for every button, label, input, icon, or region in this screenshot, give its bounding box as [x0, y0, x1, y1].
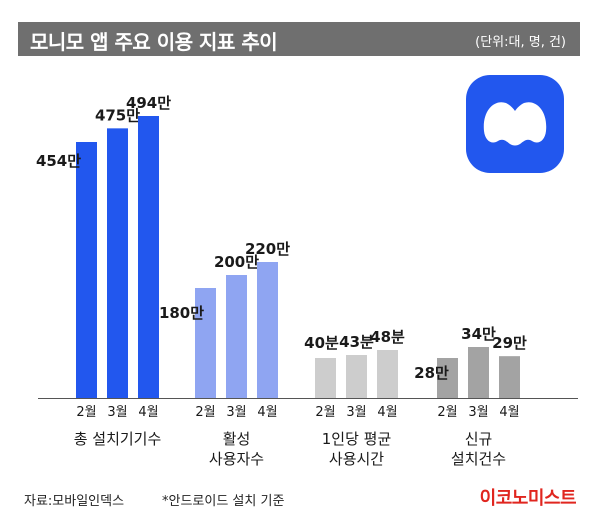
- publisher-logo: 이코노미스트: [479, 488, 577, 509]
- bar-3-2: [346, 355, 367, 398]
- x-tick-label-2-2: 3월: [226, 405, 246, 420]
- data-label-4-3: 29만: [492, 334, 527, 352]
- group-label-3-line-1: 1인당 평균: [322, 430, 392, 448]
- x-tick-label-4-3: 4월: [499, 405, 519, 420]
- monimo-mark-icon: [483, 102, 547, 146]
- data-label-4-1: 28만: [414, 364, 449, 382]
- android-note: *안드로이드 설치 기준: [162, 494, 285, 509]
- data-label-2-3: 220만: [245, 240, 290, 258]
- group-label-2-line-2: 사용자수: [209, 450, 264, 468]
- data-label-1-1: 454만: [36, 152, 81, 170]
- x-tick-label-3-2: 3월: [346, 405, 366, 420]
- bar-2-3: [257, 262, 278, 398]
- monimo-app-icon: [466, 75, 564, 173]
- group-label-3-line-2: 사용시간: [329, 450, 384, 468]
- x-tick-label-2-3: 4월: [257, 405, 277, 420]
- group-label-1-line-1: 총 설치기기수: [74, 430, 162, 448]
- bar-1-1: [76, 142, 97, 398]
- data-label-1-2: 475만: [95, 106, 140, 124]
- bar-2-2: [226, 275, 247, 398]
- bar-3-1: [315, 358, 336, 398]
- x-tick-label-1-1: 2월: [76, 405, 96, 420]
- group-label-4-line-2: 설치건수: [451, 450, 506, 468]
- data-label-3-2: 43분: [339, 333, 374, 351]
- data-label-4-2: 34만: [461, 325, 496, 343]
- chart-title-bar: 모니모 앱 주요 이용 지표 추이 (단위:대, 명, 건): [18, 22, 580, 56]
- x-tick-label-4-2: 3월: [468, 405, 488, 420]
- data-label-2-2: 200만: [214, 253, 259, 271]
- x-tick-label-1-3: 4월: [138, 405, 158, 420]
- bar-4-3: [499, 356, 520, 398]
- data-label-2-1: 180만: [159, 304, 204, 322]
- bar-1-2: [107, 128, 128, 398]
- x-tick-label-1-2: 3월: [107, 405, 127, 420]
- chart-title: 모니모 앱 주요 이용 지표 추이: [30, 30, 278, 54]
- source-note: 자료:모바일인덱스: [24, 494, 125, 509]
- x-tick-label-3-3: 4월: [377, 405, 397, 420]
- x-tick-label-3-1: 2월: [315, 405, 335, 420]
- group-label-2-line-1: 활성: [223, 430, 251, 448]
- data-label-3-1: 40분: [304, 334, 339, 352]
- bar-3-3: [377, 350, 398, 398]
- x-tick-label-2-1: 2월: [195, 405, 215, 420]
- group-label-4-line-1: 신규: [465, 430, 493, 448]
- data-label-1-3: 494만: [126, 94, 171, 112]
- bar-4-2: [468, 347, 489, 398]
- bar-2-1: [195, 288, 216, 398]
- bar-4-1: [437, 358, 458, 398]
- bar-1-3: [138, 116, 159, 398]
- data-label-3-3: 48분: [370, 328, 405, 346]
- unit-note: (단위:대, 명, 건): [475, 35, 566, 50]
- x-tick-label-4-1: 2월: [437, 405, 457, 420]
